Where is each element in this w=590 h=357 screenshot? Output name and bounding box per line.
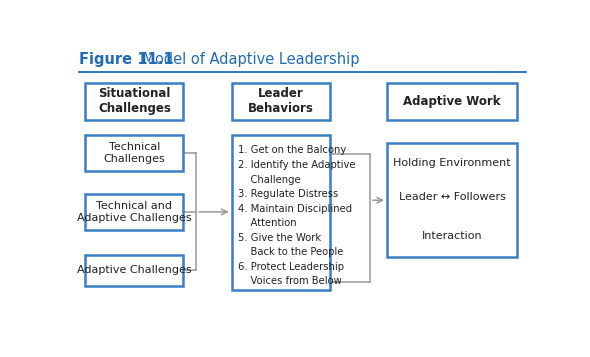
Text: Adaptive Work: Adaptive Work [404, 95, 501, 108]
Text: Attention: Attention [238, 218, 297, 228]
Text: 6. Protect Leadership: 6. Protect Leadership [238, 262, 345, 272]
FancyBboxPatch shape [85, 83, 183, 120]
Text: Situational
Challenges: Situational Challenges [98, 87, 171, 115]
Text: Voices from Below: Voices from Below [238, 277, 342, 287]
Text: Model of Adaptive Leadership: Model of Adaptive Leadership [124, 52, 359, 67]
Text: Interaction: Interaction [422, 231, 483, 241]
Text: Adaptive Challenges: Adaptive Challenges [77, 265, 192, 275]
FancyBboxPatch shape [231, 135, 330, 290]
Text: 2. Identify the Adaptive: 2. Identify the Adaptive [238, 160, 356, 170]
FancyBboxPatch shape [85, 194, 183, 230]
Text: Technical
Challenges: Technical Challenges [103, 142, 165, 164]
Text: Challenge: Challenge [238, 175, 301, 185]
Text: Holding Environment: Holding Environment [394, 158, 511, 168]
Text: Leader ↔ Followers: Leader ↔ Followers [399, 192, 506, 202]
FancyBboxPatch shape [85, 135, 183, 171]
FancyBboxPatch shape [387, 83, 517, 120]
Text: Technical and
Adaptive Challenges: Technical and Adaptive Challenges [77, 201, 192, 223]
Text: 3. Regulate Distress: 3. Regulate Distress [238, 189, 339, 199]
FancyBboxPatch shape [387, 143, 517, 257]
Text: 4. Maintain Disciplined: 4. Maintain Disciplined [238, 203, 352, 213]
Text: Back to the People: Back to the People [238, 247, 344, 257]
FancyBboxPatch shape [231, 83, 330, 120]
Text: 5. Give the Work: 5. Give the Work [238, 233, 322, 243]
FancyBboxPatch shape [85, 255, 183, 286]
Text: 1. Get on the Balcony: 1. Get on the Balcony [238, 145, 346, 155]
Text: Figure 11.1: Figure 11.1 [79, 52, 174, 67]
Text: Leader
Behaviors: Leader Behaviors [248, 87, 314, 115]
